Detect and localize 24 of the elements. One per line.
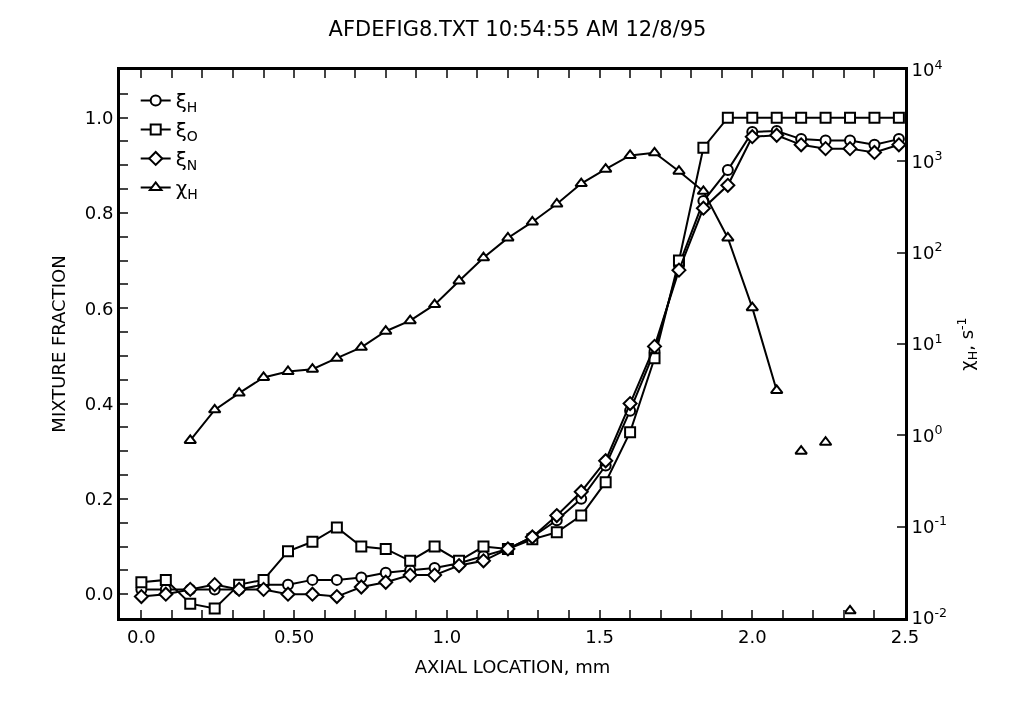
y-tick-label: 0.8 — [84, 202, 114, 224]
x-tick-label: 0.50 — [274, 625, 315, 647]
y-tick-label: 0.0 — [84, 583, 114, 605]
y2-tick-label: 10$^{0}$ — [911, 422, 943, 446]
legend-label: ξ$_{H}$ — [175, 89, 198, 116]
y2-tick-label: 10$^{1}$ — [911, 330, 943, 355]
y-tick-label: 0.6 — [84, 297, 114, 319]
x-tick-label: 0.0 — [127, 625, 156, 647]
chart-title: AFDEFIG8.TXT 10:54:55 AM 12/8/95 — [328, 16, 707, 41]
y-tick-label: 0.2 — [84, 488, 114, 510]
legend-label: ξ$_{N}$ — [175, 147, 198, 174]
y-tick-label: 1.0 — [84, 106, 114, 128]
y2-tick-label: 10$^{-1}$ — [911, 513, 948, 537]
y-tick-label: 0.4 — [84, 392, 114, 414]
x-axis-title: AXIAL LOCATION, mm — [414, 655, 611, 677]
y2-tick-label: 10$^{4}$ — [911, 56, 943, 81]
x-tick-label: 1.5 — [585, 625, 614, 647]
y2-tick-label: 10$^{3}$ — [911, 148, 943, 172]
legend-label: ξ$_{O}$ — [175, 118, 198, 145]
y-axis-title: MIXTURE FRACTION — [47, 255, 69, 433]
x-tick-label: 2.0 — [737, 625, 767, 647]
legend-label: χ$_{H}$ — [175, 176, 198, 203]
x-tick-label: 1.0 — [432, 625, 462, 647]
y2-tick-label: 10$^{2}$ — [911, 239, 943, 263]
